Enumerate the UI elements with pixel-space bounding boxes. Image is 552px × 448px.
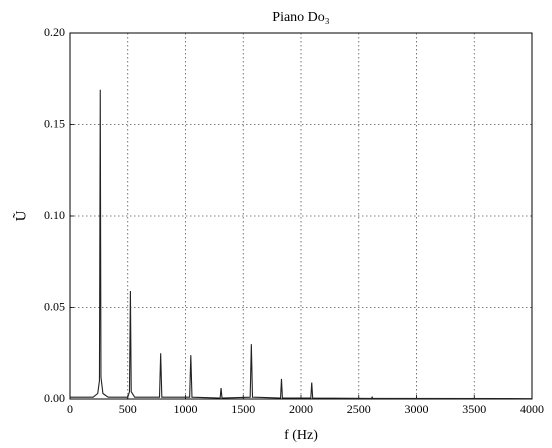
x-tick-label: 2000 bbox=[289, 402, 313, 416]
x-axis-label: f (Hz) bbox=[284, 428, 318, 443]
x-tick-label: 0 bbox=[67, 402, 73, 416]
x-tick-label: 3500 bbox=[462, 402, 486, 416]
y-tick-label: 0.10 bbox=[44, 208, 65, 222]
y-tick-label: 0.20 bbox=[44, 25, 65, 39]
y-tick-label: 0.15 bbox=[44, 116, 65, 130]
spectrum-line bbox=[70, 89, 533, 400]
y-tick-label: 0.00 bbox=[44, 391, 65, 405]
x-tick-label: 1500 bbox=[231, 402, 255, 416]
chart-title: Piano Do₃ bbox=[272, 10, 330, 25]
x-tick-label: 1000 bbox=[174, 402, 198, 416]
x-tick-label: 4000 bbox=[520, 402, 544, 416]
x-tick-label: 2500 bbox=[347, 402, 371, 416]
y-axis-label: Ũ bbox=[12, 210, 29, 221]
x-tick-label: 500 bbox=[119, 402, 137, 416]
plot-frame bbox=[69, 32, 533, 400]
x-tick-label: 3000 bbox=[405, 402, 429, 416]
y-tick-label: 0.05 bbox=[44, 299, 65, 313]
